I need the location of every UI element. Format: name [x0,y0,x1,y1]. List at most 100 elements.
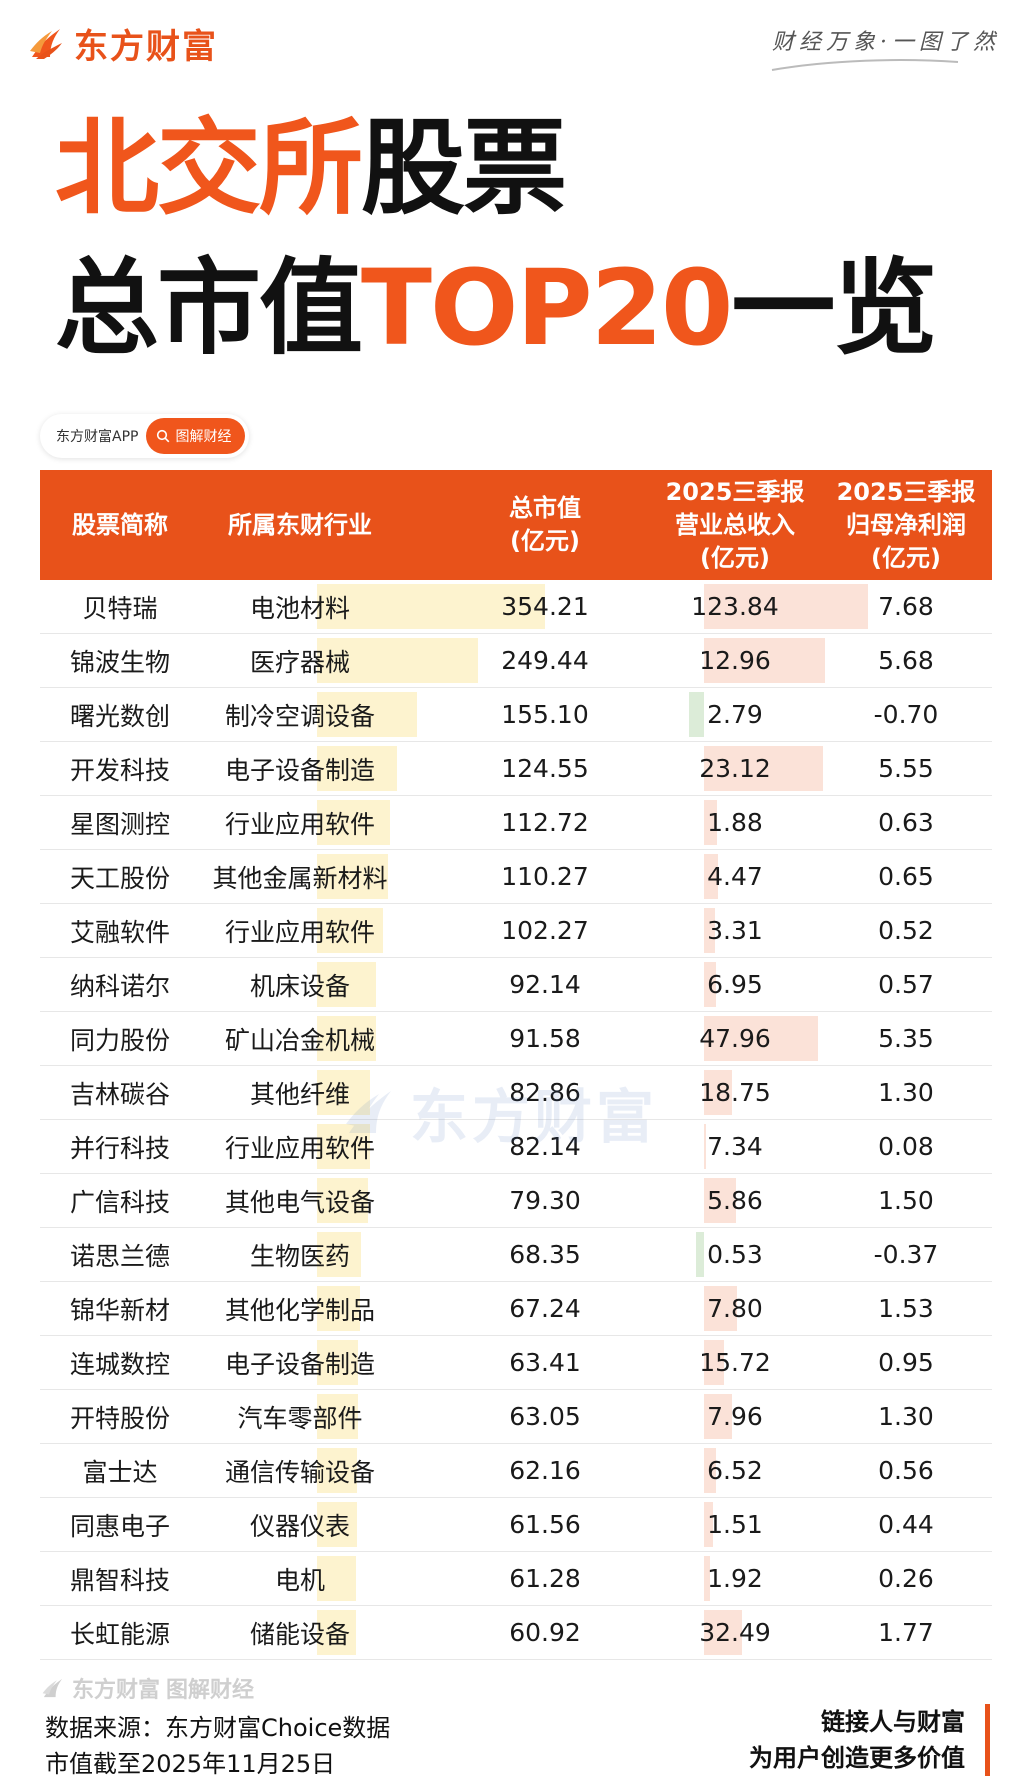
stock-name-cell: 并行科技 [69,1133,170,1163]
table-row: 连城数控 电子设备制造 63.41 15.72 0.95 [40,1336,992,1390]
brand-name: 东方财富 [74,26,218,67]
industry-cell: 医疗器械 [249,647,350,677]
profit-cell: 0.26 [878,1564,934,1593]
stock-name-cell: 诺思兰德 [69,1241,170,1271]
profit-cell: 0.57 [878,970,934,999]
profit-bar [704,1394,732,1439]
title-line-2: 总市值TOP20一览 [55,256,937,360]
revenue-cell: 7.96 [707,1402,763,1431]
profit-cell: 1.77 [878,1618,934,1647]
profit-cell: 0.08 [878,1132,934,1161]
table-row: 鼎智科技 电机 61.28 1.92 0.26 [40,1552,992,1606]
profit-cell: 1.50 [878,1186,934,1215]
mcap-bar [317,1394,358,1439]
revenue-cell: 1.92 [707,1564,763,1593]
stock-name-cell: 连城数控 [69,1349,170,1379]
mcap-bar [317,638,478,683]
badge-app-name: 东方财富APP [56,429,139,445]
profit-cell: 5.35 [878,1024,934,1053]
mcap-cell: 82.14 [509,1132,581,1161]
mcap-cell: 102.27 [501,916,589,945]
industry-cell: 其他电气设备 [224,1187,375,1217]
industry-cell: 仪器仪表 [249,1511,350,1541]
header-revenue: 2025三季报 营业总收入 (亿元) [665,477,805,572]
profit-cell: 5.55 [878,754,934,783]
mcap-bar [317,1178,369,1223]
profit-cell: 1.30 [878,1402,934,1431]
mcap-bar [317,692,417,737]
profit-bar [704,638,826,683]
profit-bar [704,1340,725,1385]
footer-brand-name: 东方财富 [72,1678,161,1703]
revenue-cell: 7.34 [707,1132,763,1161]
industry-cell: 矿山冶金机械 [224,1025,375,1055]
table-row: 天工股份 其他金属新材料 110.27 4.47 0.65 [40,850,992,904]
stock-name-cell: 同力股份 [69,1025,170,1055]
mcap-cell: 68.35 [509,1240,581,1269]
revenue-cell: 6.95 [707,970,763,999]
mcap-cell: 61.28 [509,1564,581,1593]
table-row: 并行科技 行业应用软件 82.14 7.34 0.08 [40,1120,992,1174]
industry-cell: 生物医药 [249,1241,350,1271]
mcap-bar [317,854,388,899]
stock-name-cell: 锦华新材 [69,1295,170,1325]
profit-bar [704,746,823,791]
date-text: 市值截至2025年11月25日 [45,1750,336,1778]
mcap-bar [317,584,545,629]
mcap-cell: 91.58 [509,1024,581,1053]
profit-cell: 1.53 [878,1294,934,1323]
mcap-cell: 63.05 [509,1402,581,1431]
mcap-cell: 60.92 [509,1618,581,1647]
title-line-1: 北交所股票 [55,116,567,220]
mcap-bar [317,1232,361,1277]
header-industry: 所属东财行业 [228,510,372,539]
stock-name-cell: 长虹能源 [69,1619,170,1649]
industry-cell: 储能设备 [249,1619,350,1649]
revenue-cell: 23.12 [699,754,771,783]
stock-name-cell: 鼎智科技 [69,1565,170,1595]
profit-cell: -0.70 [873,700,939,729]
profit-bar [704,584,868,629]
mcap-bar [317,962,377,1007]
mcap-cell: 92.14 [509,970,581,999]
profit-bar [704,1448,716,1493]
table-row: 曙光数创 制冷空调设备 155.10 2.79 -0.70 [40,688,992,742]
badge-pill-label: 图解财经 [175,429,232,445]
mcap-cell: 124.55 [501,754,589,783]
profit-bar [704,1286,737,1331]
revenue-cell: 15.72 [699,1348,771,1377]
industry-cell: 行业应用软件 [224,809,375,839]
stock-name-cell: 天工股份 [69,863,170,893]
mcap-bar [317,908,383,953]
stock-name-cell: 艾融软件 [69,917,170,947]
stock-name-cell: 吉林碳谷 [69,1079,170,1109]
stock-name-cell: 富士达 [82,1457,158,1487]
table-row: 吉林碳谷 其他纤维 82.86 18.75 1.30 [40,1066,992,1120]
profit-bar [704,1070,732,1115]
mcap-cell: 354.21 [501,592,589,621]
table-row: 贝特瑞 电池材料 354.21 123.84 7.68 [40,580,992,634]
mcap-table: 股票简称 所属东财行业 总市值 (亿元) 2025三季报 营业总收入 (亿元) … [40,470,992,1660]
brand-logo: 东方财富 [26,18,218,68]
mcap-bar [317,1556,357,1601]
stock-name-cell: 贝特瑞 [82,593,158,623]
industry-cell: 其他纤维 [249,1079,350,1109]
profit-cell: 0.63 [878,808,934,837]
slogan-swoosh-decoration [771,59,959,71]
table-row: 开发科技 电子设备制造 124.55 23.12 5.55 [40,742,992,796]
revenue-cell: 18.75 [699,1078,771,1107]
revenue-cell: 0.53 [707,1240,763,1269]
source-badge: 东方财富APP 图解财经 [40,414,250,458]
profit-cell: 7.68 [878,592,934,621]
source-text: 数据来源：东方财富Choice数据 [45,1714,391,1742]
tagline-line-2: 为用户创造更多价值 [749,1744,965,1772]
mcap-bar [317,1502,357,1547]
profit-bar [704,1502,714,1547]
profit-bar [704,800,718,845]
mcap-cell: 62.16 [509,1456,581,1485]
profit-cell: 0.65 [878,862,934,891]
mcap-cell: 67.24 [509,1294,581,1323]
mcap-cell: 79.30 [509,1186,581,1215]
slogan: 财经万象·一图了然 [772,30,1000,55]
revenue-cell: 3.31 [707,916,763,945]
